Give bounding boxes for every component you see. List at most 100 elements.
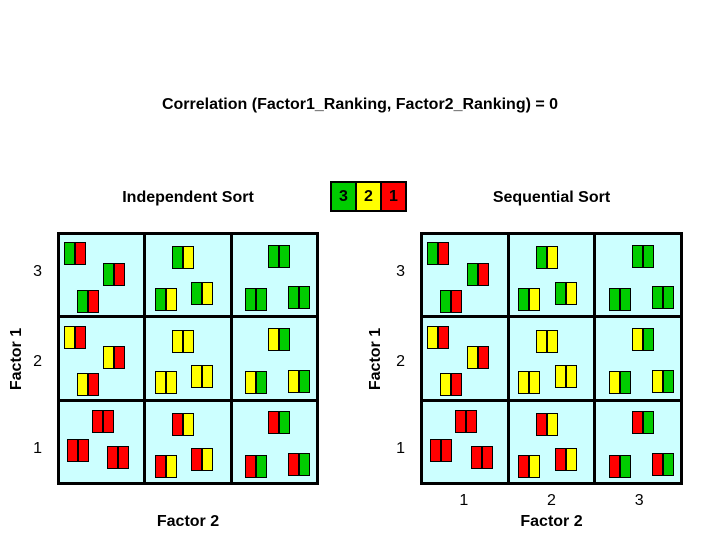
factor1-card — [268, 411, 280, 435]
card-pair — [154, 288, 177, 312]
factor1-card — [439, 372, 451, 396]
factor1-card — [154, 371, 166, 395]
factor2-card — [279, 411, 291, 435]
card-pair — [245, 454, 268, 478]
row-tick-left-1: 1 — [33, 440, 42, 457]
factor1-card — [439, 289, 451, 313]
card-pair — [518, 371, 541, 395]
card-pair — [608, 288, 631, 312]
card-pair — [287, 286, 310, 310]
card-pair — [518, 288, 541, 312]
col-ticks-right: 1 2 3 — [420, 492, 683, 510]
card-pair — [191, 281, 214, 305]
grid-cell — [596, 401, 680, 482]
slide-title: Correlation (Factor1_Ranking, Factor2_Ra… — [161, 96, 559, 113]
factor1-card — [245, 454, 257, 478]
factor2-card — [256, 454, 268, 478]
factor1-card — [554, 448, 566, 472]
factor1-card — [154, 288, 166, 312]
legend-rank-3: 3 — [330, 181, 357, 212]
sequential-sort-grid — [420, 232, 683, 485]
factor2-card — [529, 454, 541, 478]
row-tick-right-3: 3 — [396, 263, 405, 280]
factor2-card — [619, 454, 631, 478]
card-pair — [608, 454, 631, 478]
grid-cell — [146, 401, 230, 482]
factor1-card — [651, 286, 663, 310]
factor2-card — [75, 242, 87, 266]
factor1-card — [172, 329, 184, 353]
card-pair — [651, 453, 674, 477]
factor1-card — [518, 454, 530, 478]
card-pair — [466, 346, 489, 370]
factor2-card — [565, 364, 577, 388]
factor2-card — [298, 286, 310, 310]
factor1-card — [427, 325, 439, 349]
card-pair — [245, 371, 268, 395]
card-pair — [466, 263, 489, 287]
factor1-card — [466, 263, 478, 287]
factor2-card — [643, 327, 655, 351]
factor2-card — [87, 289, 99, 313]
factor1-card — [608, 454, 620, 478]
factor1-card — [245, 371, 257, 395]
card-pair — [287, 369, 310, 393]
factor2-card — [165, 371, 177, 395]
factor2-card — [546, 246, 558, 270]
factor2-card — [114, 263, 126, 287]
card-pair — [154, 454, 177, 478]
grid-cell — [596, 318, 680, 399]
factor1-card — [172, 246, 184, 270]
factor2-card — [529, 288, 541, 312]
factor2-card — [202, 364, 214, 388]
factor2-card — [298, 369, 310, 393]
independent-sort-heading: Independent Sort — [122, 189, 254, 206]
factor2-card — [529, 371, 541, 395]
factor2-card — [298, 453, 310, 477]
factor1-card — [535, 246, 547, 270]
card-pair — [172, 329, 195, 353]
factor2-card — [440, 439, 452, 463]
factor2-card — [438, 325, 450, 349]
factor2-card — [546, 329, 558, 353]
factor1-card — [632, 411, 644, 435]
factor1-card — [427, 242, 439, 266]
card-pair — [651, 286, 674, 310]
factor2-card — [279, 327, 291, 351]
factor2-card — [619, 371, 631, 395]
grid-cell — [60, 401, 144, 482]
factor2-card — [643, 244, 655, 268]
card-pair — [191, 364, 214, 388]
sequential-sort-heading: Sequential Sort — [492, 189, 611, 206]
factor1-card — [608, 371, 620, 395]
factor1-card — [107, 445, 119, 469]
card-pair — [245, 288, 268, 312]
card-pair — [439, 289, 462, 313]
factor1-card — [103, 346, 115, 370]
factor1-card — [245, 288, 257, 312]
factor2-card — [165, 288, 177, 312]
card-pair — [439, 372, 462, 396]
factor1-card — [268, 327, 280, 351]
card-pair — [64, 325, 87, 349]
factor2-card — [662, 453, 674, 477]
grid-cell — [232, 318, 316, 399]
factor2-card — [118, 445, 130, 469]
factor1-card — [103, 263, 115, 287]
factor1-card — [429, 439, 441, 463]
card-pair — [76, 289, 99, 313]
factor2-card — [75, 325, 87, 349]
card-pair — [268, 244, 291, 268]
legend-rank-2: 2 — [355, 181, 382, 212]
factor2-card — [256, 371, 268, 395]
card-pair — [287, 453, 310, 477]
factor1-card — [64, 325, 76, 349]
factor1-card — [66, 439, 78, 463]
card-pair — [427, 242, 450, 266]
row-tick-right-1: 1 — [396, 440, 405, 457]
card-pair — [470, 445, 493, 469]
factor2-card — [465, 409, 477, 433]
grid-cell — [509, 235, 594, 316]
card-pair — [651, 369, 674, 393]
factor2-card — [202, 448, 214, 472]
